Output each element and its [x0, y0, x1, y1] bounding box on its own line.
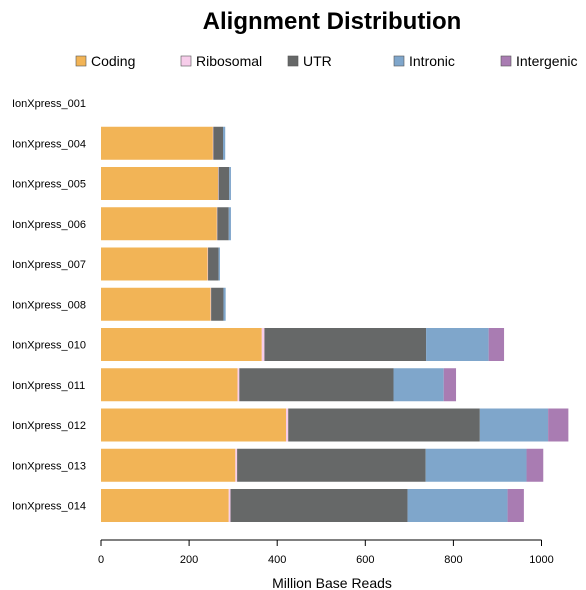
bar-ionxpress-004-intronic	[223, 126, 226, 160]
bar-ionxpress-011-coding	[101, 368, 238, 402]
bar-ionxpress-010-ribosomal	[261, 328, 265, 361]
bar-ionxpress-008-utr	[211, 287, 224, 321]
bar-ionxpress-005-intronic	[229, 167, 231, 200]
category-label-ionxpress-001: IonXpress_001	[12, 98, 86, 110]
bar-ionxpress-006-utr	[217, 207, 229, 241]
bar-ionxpress-010-utr	[264, 328, 427, 361]
x-axis: 0 200 400 600 800 1000	[98, 539, 554, 566]
bar-ionxpress-010-intronic	[426, 328, 489, 361]
category-label-ionxpress-012: IonXpress_012	[12, 420, 86, 432]
bar-ionxpress-012-coding	[101, 408, 287, 442]
bar-ionxpress-014-intronic	[407, 489, 508, 522]
bar-ionxpress-014-coding	[101, 489, 229, 522]
bar-ionxpress-012-intergenic	[548, 408, 569, 442]
bar-ionxpress-013-utr	[237, 448, 426, 482]
legend-swatch-ribosomal	[180, 55, 192, 67]
chart-title: Alignment Distribution	[203, 8, 462, 35]
category-label-ionxpress-011: IonXpress_011	[12, 380, 85, 392]
legend-label-intronic: Intronic	[409, 53, 455, 69]
legend-label-utr: UTR	[303, 53, 332, 69]
category-label-ionxpress-010: IonXpress_010	[12, 340, 86, 352]
bar-ionxpress-013-ribosomal	[235, 448, 238, 482]
bar-ionxpress-014-ribosomal	[228, 489, 231, 522]
bar-ionxpress-013-intergenic	[526, 448, 544, 482]
bar-ionxpress-011-ribosomal	[237, 368, 240, 402]
bar-ionxpress-008-intronic	[223, 287, 226, 321]
bar-ionxpress-011-utr	[239, 368, 394, 402]
legend-label-intergenic: Intergenic	[516, 53, 577, 69]
legend-swatch-intergenic	[500, 55, 512, 67]
category-labels: IonXpress_001 IonXpress_004 IonXpress_005 I…	[12, 98, 86, 513]
legend-swatch-intronic	[393, 55, 405, 67]
x-tick-label-200: 200	[180, 554, 198, 566]
bar-ionxpress-005-coding	[101, 167, 219, 200]
category-label-ionxpress-006: IonXpress_006	[12, 219, 86, 231]
bar-ionxpress-005-utr	[218, 167, 230, 200]
x-tick-label-800: 800	[444, 554, 462, 566]
legend: Coding Ribosomal UTR Intronic Intergenic	[75, 53, 577, 69]
legend-label-ribosomal: Ribosomal	[196, 53, 262, 69]
bar-ionxpress-012-intronic	[479, 408, 549, 442]
bar-ionxpress-004-utr	[213, 126, 224, 160]
x-axis-title: Million Base Reads	[272, 575, 392, 590]
bar-ionxpress-006-intronic	[228, 207, 231, 241]
category-label-ionxpress-008: IonXpress_008	[12, 299, 86, 311]
category-label-ionxpress-014: IonXpress_014	[12, 501, 86, 513]
bar-ionxpress-007-utr	[208, 247, 219, 281]
bar-ionxpress-006-coding	[101, 207, 217, 241]
bar-ionxpress-014-intergenic	[507, 489, 524, 522]
bar-ionxpress-010-coding	[101, 328, 262, 361]
category-label-ionxpress-013: IonXpress_013	[12, 460, 86, 472]
bar-ionxpress-013-coding	[101, 448, 236, 482]
bars	[101, 126, 569, 522]
bar-ionxpress-004-coding	[101, 126, 213, 160]
legend-label-coding: Coding	[91, 53, 135, 69]
bar-ionxpress-011-intergenic	[443, 368, 457, 402]
bar-ionxpress-012-utr	[288, 408, 480, 442]
bar-ionxpress-011-intronic	[393, 368, 444, 402]
legend-swatch-utr	[287, 55, 299, 67]
x-tick-label-400: 400	[268, 554, 286, 566]
legend-swatch-coding	[75, 55, 87, 67]
x-tick-label-0: 0	[98, 554, 104, 566]
category-label-ionxpress-005: IonXpress_005	[12, 179, 86, 191]
bar-ionxpress-008-coding	[101, 287, 211, 321]
bar-ionxpress-010-intergenic	[488, 328, 505, 361]
bar-ionxpress-007-coding	[101, 247, 208, 281]
bar-ionxpress-013-intronic	[425, 448, 527, 482]
bar-ionxpress-007-intronic	[218, 247, 220, 281]
x-tick-label-600: 600	[356, 554, 374, 566]
bar-ionxpress-014-utr	[230, 489, 408, 522]
category-label-ionxpress-004: IonXpress_004	[12, 138, 86, 150]
bar-ionxpress-012-ribosomal	[286, 408, 289, 442]
category-label-ionxpress-007: IonXpress_007	[12, 259, 86, 271]
x-tick-label-1000: 1000	[529, 554, 553, 566]
